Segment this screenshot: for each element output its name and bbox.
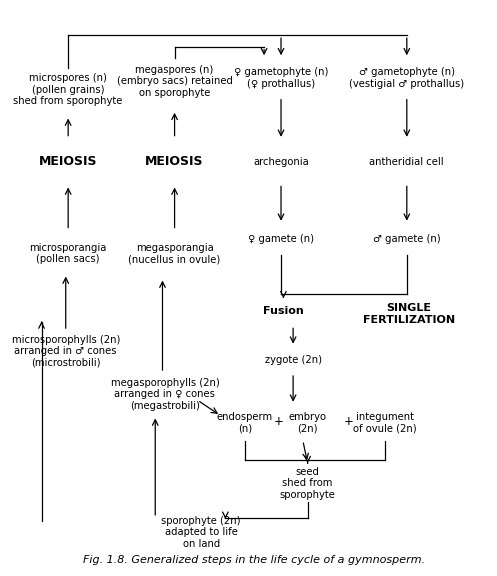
- Text: ♀ gamete (n): ♀ gamete (n): [248, 234, 314, 244]
- Text: archegonia: archegonia: [253, 157, 309, 166]
- Text: microsporophylls (2n)
arranged in ♂ cones
(microstrobili): microsporophylls (2n) arranged in ♂ cone…: [11, 335, 120, 368]
- Text: Fig. 1.8. Generalized steps in the life cycle of a gymnosperm.: Fig. 1.8. Generalized steps in the life …: [83, 555, 425, 565]
- Text: seed
shed from
sporophyte: seed shed from sporophyte: [280, 467, 335, 500]
- Text: antheridial cell: antheridial cell: [369, 157, 444, 166]
- Text: integument
of ovule (2n): integument of ovule (2n): [353, 412, 417, 434]
- Text: Fusion: Fusion: [263, 306, 304, 316]
- Text: microsporangia
(pollen sacs): microsporangia (pollen sacs): [29, 242, 107, 264]
- Text: embryo
(2n): embryo (2n): [289, 412, 327, 434]
- Text: MEIOSIS: MEIOSIS: [145, 155, 204, 168]
- Text: SINGLE
FERTILIZATION: SINGLE FERTILIZATION: [363, 303, 455, 325]
- Text: megaspores (n)
(embryo sacs) retained
on sporophyte: megaspores (n) (embryo sacs) retained on…: [117, 65, 233, 98]
- Text: +: +: [274, 415, 283, 428]
- Text: microspores (n)
(pollen grains)
shed from sporophyte: microspores (n) (pollen grains) shed fro…: [13, 73, 123, 107]
- Text: megasporophylls (2n)
arranged in ♀ cones
(megastrobili): megasporophylls (2n) arranged in ♀ cones…: [110, 378, 219, 411]
- Text: zygote (2n): zygote (2n): [264, 355, 322, 365]
- Text: ♀ gametophyte (n)
(♀ prothallus): ♀ gametophyte (n) (♀ prothallus): [234, 67, 328, 89]
- Text: MEIOSIS: MEIOSIS: [39, 155, 97, 168]
- Text: +: +: [344, 415, 354, 428]
- Text: sporophyte (2n)
adapted to life
on land: sporophyte (2n) adapted to life on land: [162, 516, 241, 549]
- Text: ♂ gamete (n): ♂ gamete (n): [373, 234, 441, 244]
- Text: ♂ gametophyte (n)
(vestigial ♂ prothallus): ♂ gametophyte (n) (vestigial ♂ prothallu…: [349, 67, 464, 89]
- Text: megasporangia
(nucellus in ovule): megasporangia (nucellus in ovule): [128, 242, 221, 264]
- Text: endosperm
(n): endosperm (n): [217, 412, 273, 434]
